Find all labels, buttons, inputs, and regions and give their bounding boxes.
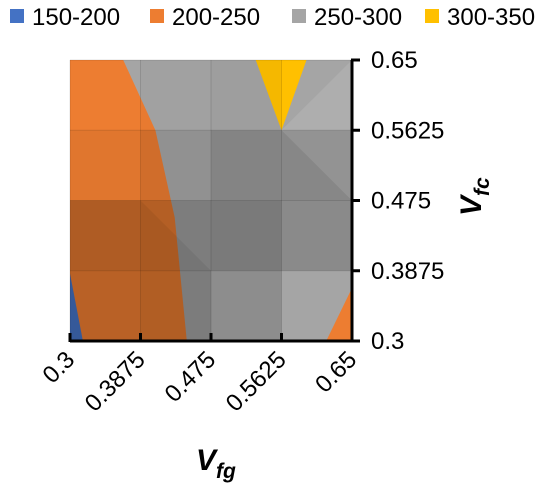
y-tick-label: 0.475 bbox=[371, 188, 431, 215]
surface-facet-shade bbox=[70, 270, 141, 341]
surface-facet-shade bbox=[140, 270, 211, 341]
y-axis-title: Vfc bbox=[455, 177, 494, 216]
surface-facet-shade bbox=[140, 200, 211, 271]
legend-label-200-250: 200-250 bbox=[172, 4, 260, 31]
legend-label-250-300: 250-300 bbox=[314, 4, 402, 31]
y-axis-title-main: V bbox=[455, 193, 488, 216]
surface-facet-shade bbox=[281, 130, 352, 201]
x-tick-label: 0.5625 bbox=[221, 346, 292, 417]
y-tick-label: 0.65 bbox=[371, 47, 418, 74]
y-tick-label: 0.5625 bbox=[371, 117, 444, 144]
plot-area bbox=[69, 59, 353, 342]
surface-facet-shade bbox=[211, 60, 282, 131]
contour-region-150-200-2 bbox=[70, 273, 83, 341]
x-tick-label: 0.3 bbox=[38, 346, 81, 389]
legend-label-150-200: 150-200 bbox=[32, 4, 120, 31]
surface-facet-shade bbox=[211, 130, 282, 201]
y-axis: Vfc 0.3 0.3875 0.475 0.5625 0.65 bbox=[350, 47, 494, 355]
legend-label-300-350: 300-350 bbox=[447, 4, 535, 31]
surface-facet-shade bbox=[211, 200, 282, 271]
x-tick-label: 0.65 bbox=[310, 346, 362, 398]
legend-swatch-250-300 bbox=[292, 9, 306, 23]
surface-facet-shade bbox=[141, 60, 212, 130]
contour-region-300-350-4 bbox=[255, 60, 307, 131]
y-tick-label: 0.3875 bbox=[371, 258, 444, 285]
x-tick-label: 0.3875 bbox=[80, 346, 151, 417]
surface-facet-shade bbox=[140, 200, 211, 341]
surface-shading bbox=[70, 60, 352, 341]
y-axis-title-subscript: fc bbox=[471, 177, 494, 196]
surface-facet-shade bbox=[211, 270, 282, 341]
x-axis-title-main: V bbox=[196, 444, 219, 477]
x-axis: Vfg 0.3 0.3875 0.475 0.5625 0.65 bbox=[38, 333, 362, 483]
legend: 150-200 200-250 250-300 300-350 bbox=[10, 4, 535, 31]
surface-facet-shade bbox=[140, 130, 211, 201]
y-tick-label: 0.3 bbox=[371, 328, 404, 355]
x-axis-title-subscript: fg bbox=[216, 460, 236, 483]
surface-facet-shade bbox=[281, 200, 352, 271]
surface-facet-highlight bbox=[281, 60, 352, 201]
contour-bands bbox=[70, 60, 352, 341]
contour-region-200-250-3 bbox=[326, 288, 352, 341]
contour-region-200-250-1 bbox=[70, 60, 187, 341]
legend-swatch-300-350 bbox=[425, 9, 439, 23]
legend-swatch-200-250 bbox=[150, 9, 164, 23]
x-tick-label: 0.475 bbox=[160, 346, 222, 408]
surface-facet-shade bbox=[70, 130, 141, 201]
x-axis-title: Vfg bbox=[196, 444, 236, 483]
legend-swatch-150-200 bbox=[10, 9, 24, 23]
surface-facet-shade bbox=[70, 200, 141, 271]
